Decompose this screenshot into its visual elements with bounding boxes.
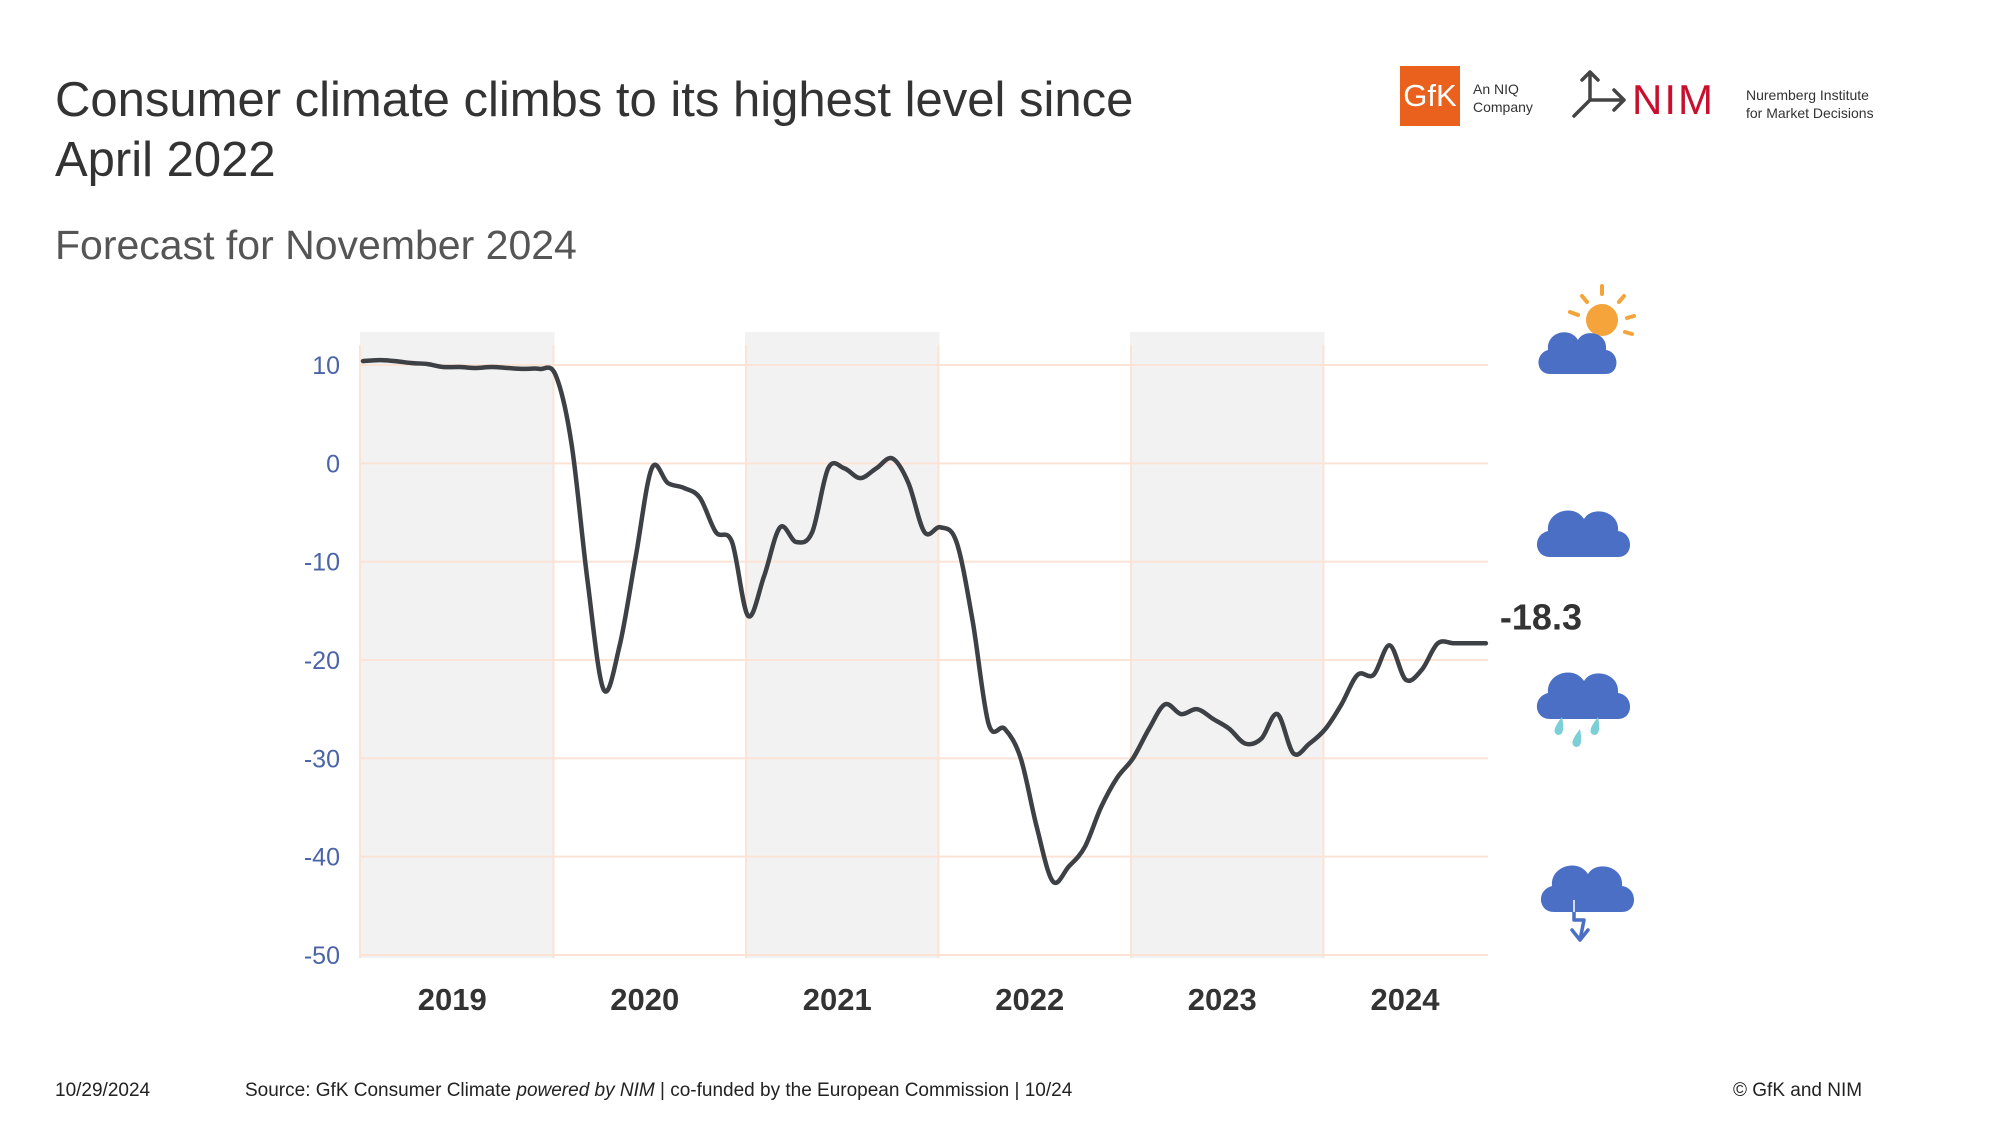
footer-source: Source: GfK Consumer Climate powered by …	[245, 1080, 1072, 1102]
x-year-label: 2019	[418, 982, 487, 1017]
title-line-1: Consumer climate climbs to its highest l…	[55, 73, 1134, 127]
y-tick-label: 10	[312, 352, 340, 380]
nim-caption-line-1: Nuremberg Institute	[1746, 87, 1869, 103]
gfk-logo: GfK	[1400, 66, 1460, 126]
y-tick-label: 0	[326, 450, 340, 478]
sun-cloud-icon	[1538, 284, 1636, 374]
x-year-label: 2024	[1371, 982, 1441, 1017]
footer-copyright: © GfK and NIM	[1733, 1080, 1863, 1101]
end-value-label: -18.3	[1500, 596, 1582, 637]
gfk-caption-line-2: Company	[1473, 99, 1533, 115]
x-year-label: 2023	[1188, 982, 1257, 1017]
gfk-caption-line-1: An NIQ	[1473, 81, 1519, 97]
y-tick-label: -50	[304, 942, 340, 970]
year-band-2023	[1130, 332, 1325, 958]
footer-date: 10/29/2024	[55, 1080, 151, 1101]
x-year-label: 2021	[803, 982, 872, 1017]
y-tick-label: -10	[304, 549, 340, 577]
year-band-2021	[745, 332, 940, 958]
nim-caption-line-2: for Market Decisions	[1746, 105, 1874, 121]
rain-cloud-icon	[1536, 672, 1630, 747]
y-tick-label: -30	[304, 745, 340, 773]
cloud-icon	[1536, 510, 1630, 557]
y-tick-label: -20	[304, 647, 340, 675]
nim-arrow-icon	[1572, 70, 1626, 118]
page-subtitle: Forecast for November 2024	[55, 222, 577, 268]
source-powered-by: powered by NIM	[516, 1080, 655, 1101]
x-year-label: 2020	[610, 982, 679, 1017]
year-band-2019	[360, 332, 555, 958]
storm-cloud-icon	[1540, 865, 1634, 942]
source-prefix: Source: GfK Consumer Climate	[245, 1080, 517, 1101]
nim-logo: NIM	[1632, 76, 1715, 123]
title-line-2: April 2022	[55, 133, 276, 187]
page-title: Consumer climate climbs to its highest l…	[55, 70, 1255, 190]
gfk-logo-caption: An NIQ Company	[1473, 80, 1533, 116]
x-year-label: 2022	[995, 982, 1064, 1017]
y-tick-label: -40	[304, 844, 340, 872]
nim-logo-caption: Nuremberg Institute for Market Decisions	[1746, 86, 1874, 122]
source-suffix: | co-funded by the European Commission |…	[654, 1080, 1073, 1101]
series-line	[360, 357, 1489, 886]
